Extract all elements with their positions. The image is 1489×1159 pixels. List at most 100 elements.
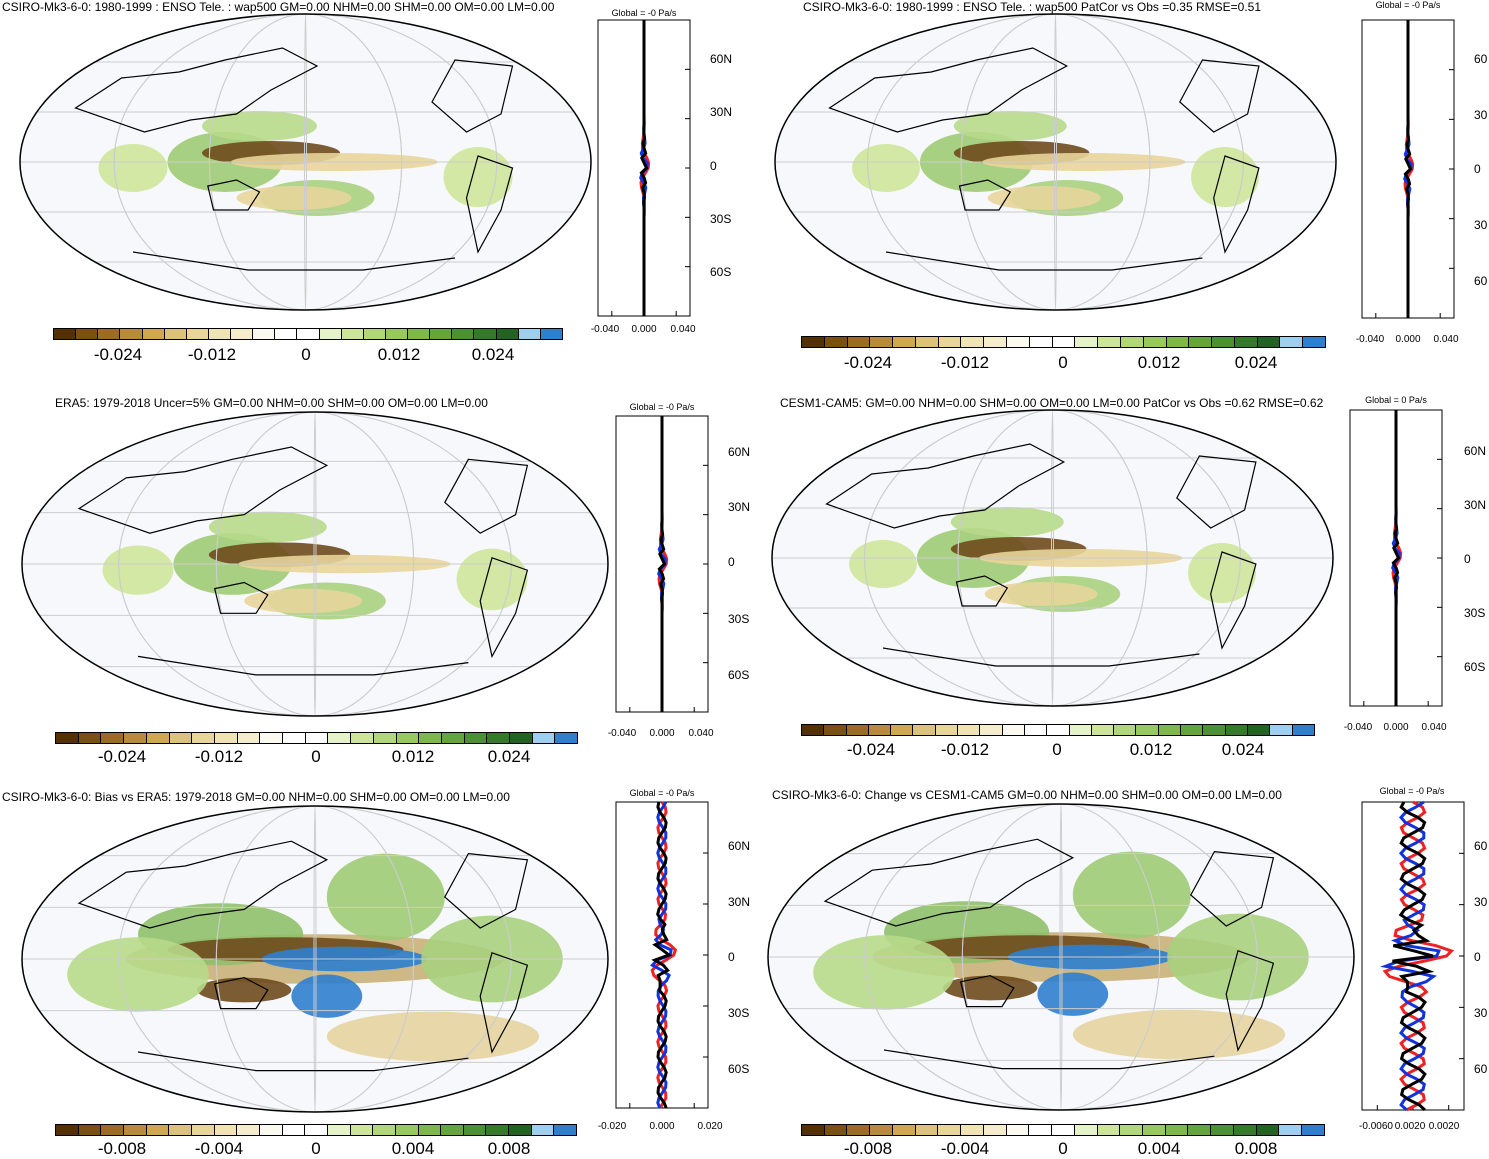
colorbar-swatch (56, 1125, 79, 1135)
latitude-label: 30 (1474, 218, 1488, 232)
panel-title: CSIRO-Mk3-6-0: 1980-1999 : ENSO Tele. : … (2, 0, 555, 14)
colorbar-swatch (984, 337, 1008, 347)
robinson-map (767, 803, 1355, 1111)
colorbar-swatch (1006, 1125, 1030, 1135)
field-anomaly (326, 1011, 540, 1062)
colorbar-swatch (935, 725, 959, 735)
colorbar-swatch (275, 329, 298, 339)
coastline (823, 838, 1075, 927)
profile-title: Global = -0 Pa/s (629, 402, 695, 412)
profile-line (1391, 410, 1401, 706)
coastline (882, 647, 1200, 667)
zonal-mean-profile (615, 801, 709, 1109)
colorbar-label: 0.012 (391, 747, 435, 766)
coastline (137, 655, 469, 676)
graticule (215, 412, 415, 716)
colorbar-swatch (101, 1125, 124, 1135)
x-tick-label: 0.040 (688, 728, 714, 739)
colorbar-label: -0.024 (93, 345, 143, 364)
map-border (19, 13, 592, 311)
colorbar-swatch (1136, 725, 1159, 735)
colorbar-swatch (419, 733, 442, 743)
colorbar-swatch (1203, 725, 1226, 735)
colorbar-swatch (892, 1125, 916, 1135)
colorbar-swatch (1024, 725, 1048, 735)
colorbar-swatch (463, 1125, 487, 1135)
robinson-map (771, 409, 1334, 707)
zonal-mean-profile (615, 415, 709, 713)
colorbar-swatch (78, 733, 102, 743)
field-anomaly (208, 511, 327, 543)
colorbar-swatch (441, 1125, 464, 1135)
colorbar-swatch (1166, 337, 1190, 347)
coastline (213, 581, 269, 614)
profile-line (657, 416, 667, 712)
colorbar-swatch (518, 329, 541, 339)
colorbar-swatch (1280, 337, 1304, 347)
field-anomaly (987, 186, 1101, 210)
colorbar-label: 0 (301, 345, 311, 364)
latitude-label: 30S (728, 1006, 750, 1020)
latitude-label: 30 (1474, 895, 1488, 909)
colorbar-swatch (1098, 337, 1121, 347)
colorbar-label: -0.024 (846, 740, 896, 759)
colorbar (55, 732, 578, 744)
colorbar-swatch (464, 733, 488, 743)
colorbar-swatch (1189, 337, 1213, 347)
colorbar-swatch (824, 725, 847, 735)
colorbar-swatch (1257, 337, 1281, 347)
map-border (21, 411, 609, 717)
colorbar-swatch (1270, 725, 1293, 735)
profile-line (651, 801, 672, 1109)
graticule (304, 14, 307, 310)
colorbar-label: 0 (1052, 740, 1062, 759)
colorbar-swatch (509, 1125, 532, 1135)
colorbar-swatch (958, 725, 981, 735)
graticule (313, 412, 317, 716)
colorbar-swatch (474, 329, 497, 339)
field-anomaly (849, 540, 917, 588)
colorbar-swatch (1007, 337, 1030, 347)
colorbar-swatch (824, 1125, 848, 1135)
x-tick-label: 0.040 (1433, 334, 1459, 345)
colorbar-label: -0.024 (97, 747, 147, 766)
coastline (132, 251, 456, 271)
colorbar (801, 336, 1326, 348)
colorbar-swatch (961, 337, 985, 347)
colorbar-label: -0.024 (843, 353, 893, 372)
colorbar-swatch (146, 1125, 170, 1135)
map-border (771, 409, 1334, 707)
colorbar-swatch (192, 733, 215, 743)
panel-title: ERA5: 1979-2018 Uncer=5% GM=0.00 NHM=0.0… (55, 396, 488, 410)
panel-title: CSIRO-Mk3-6-0: Bias vs ERA5: 1979-2018 G… (2, 790, 510, 804)
latitude-label: 0 (1474, 950, 1481, 964)
colorbar-swatch (237, 733, 261, 743)
colorbar-swatch (297, 329, 320, 339)
profile-title: Global = -0 Pa/s (611, 8, 677, 18)
colorbar-swatch (980, 725, 1003, 735)
coastline (431, 59, 514, 133)
latitude-label: 0 (728, 555, 735, 569)
x-tick-label: 0.040 (1421, 722, 1447, 733)
coastline (207, 179, 261, 211)
colorbar-swatch (76, 329, 99, 339)
colorbar-swatch (1120, 337, 1144, 347)
colorbar-swatch (305, 1125, 328, 1135)
x-tick-label: 0.000 (649, 728, 675, 739)
coastline (77, 840, 329, 929)
map-border (767, 803, 1355, 1111)
colorbar-swatch (430, 329, 453, 339)
colorbar-swatch (870, 1125, 893, 1135)
x-tick-label: 0.000 (649, 1121, 675, 1132)
colorbar-swatch (169, 733, 193, 743)
latitude-label: 30S (1464, 606, 1486, 620)
field-anomaly (1072, 851, 1191, 939)
colorbar-swatch (441, 733, 465, 743)
field-anomaly (326, 853, 445, 941)
x-tick-label: -0.040 (1355, 334, 1385, 345)
colorbar-swatch (452, 329, 475, 339)
coastline (883, 1049, 1215, 1070)
colorbar-swatch (1143, 1125, 1166, 1135)
coastline (137, 1051, 469, 1072)
robinson-map (21, 805, 609, 1113)
